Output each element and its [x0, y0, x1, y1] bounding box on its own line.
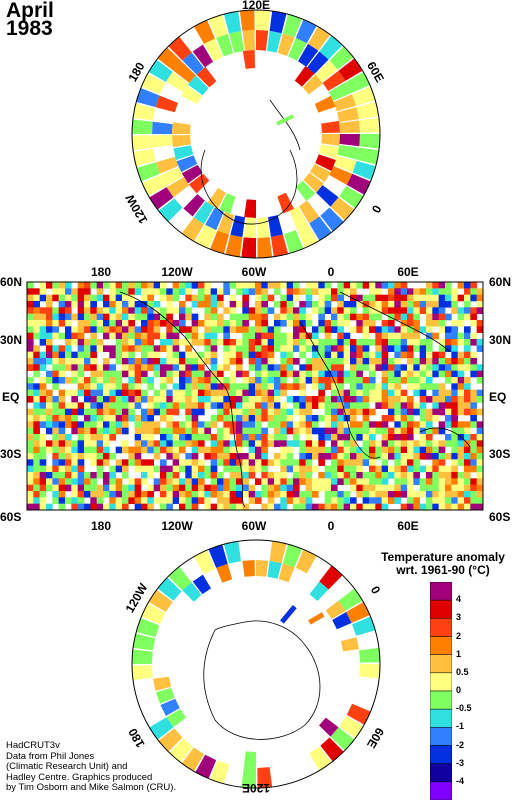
title-year: 1983 — [6, 17, 53, 40]
world-map-grid-cells — [27, 282, 484, 511]
legend-swatch — [430, 599, 452, 619]
south-lon-120e: 120E — [242, 781, 270, 795]
legend-level-label: -3 — [456, 757, 465, 768]
legend-swatch — [430, 781, 452, 800]
north-polar-map: 120E 60E 0 120W 180 — [122, 0, 387, 259]
legend-level-label: -0.5 — [456, 703, 472, 714]
map-bottom-lon-0: 0 — [328, 519, 335, 532]
map-lat-eq-left: EQ — [2, 390, 19, 404]
legend-level-label: 0.5 — [456, 666, 469, 677]
world-map-frame — [26, 281, 484, 511]
legend-swatch — [430, 690, 452, 710]
credit-line-1: HadCRUT3v — [6, 740, 60, 751]
map-top-lon-120w: 120W — [161, 265, 193, 279]
map-top-lon-180: 180 — [91, 265, 111, 279]
world-map: 180 120W 60W 0 60E 180 120W 60W 0 60E 60… — [0, 265, 511, 532]
south-lon-60e: 60E — [364, 725, 387, 750]
legend-level-label: -4 — [456, 775, 465, 786]
legend-level-label: 4 — [456, 594, 462, 605]
map-lat-60n-right: 60N — [489, 275, 511, 289]
legend-swatch — [430, 672, 452, 692]
credit-line-4: Hadley Centre. Graphics produced — [6, 771, 153, 783]
map-lat-30s-right: 30S — [489, 447, 510, 461]
legend-swatch — [430, 745, 452, 764]
legend-swatch — [430, 763, 452, 783]
legend-level-label: 1 — [456, 648, 462, 659]
title-month: April — [6, 0, 54, 22]
legend-level-label: 3 — [456, 612, 462, 623]
map-lat-60n-left: 60N — [0, 275, 22, 289]
legend-level-label: 0 — [456, 685, 462, 695]
legend-swatch — [430, 727, 452, 746]
map-top-lon-0: 0 — [328, 265, 335, 279]
south-lon-0: 0 — [368, 584, 384, 597]
map-top-lon-60e: 60E — [397, 265, 418, 279]
credit-text: HadCRUT3v Data from Phil Jones (Climatic… — [6, 740, 176, 794]
map-lat-30n-right: 30N — [489, 333, 511, 347]
map-lat-60s-right: 60S — [489, 510, 510, 524]
north-lon-120w: 120W — [122, 191, 150, 226]
map-lat-60s-left: 60S — [0, 510, 21, 524]
map-bottom-lon-180: 180 — [91, 519, 111, 532]
legend-title-line2: wrt. 1961-90 (°C) — [396, 563, 490, 577]
map-lat-eq-right: EQ — [489, 390, 506, 404]
map-title: April 1983 — [6, 0, 54, 40]
legend-colorbar — [430, 582, 452, 800]
north-polar-rim — [131, 9, 381, 259]
legend-level-label: -2 — [456, 739, 465, 750]
legend-swatch — [430, 618, 452, 637]
south-polar-map: 120W 0 60E 120E 180 — [123, 539, 387, 795]
legend-level-label: 2 — [456, 630, 462, 641]
map-lat-30n-left: 30N — [0, 333, 22, 347]
legend-level-label: -1 — [456, 721, 465, 732]
legend-swatch — [430, 708, 452, 728]
legend-swatch — [430, 654, 452, 674]
map-bottom-lon-60w: 60W — [242, 519, 267, 532]
south-polar-rim — [131, 539, 381, 789]
north-lon-120e: 120E — [242, 0, 270, 12]
credit-line-5: by Tim Osborn and Mike Salmon (CRU). — [6, 782, 176, 793]
legend-title: Temperature anomaly wrt. 1961-90 (°C) — [378, 551, 508, 577]
legend-title-line1: Temperature anomaly — [381, 550, 505, 564]
map-lat-30s-left: 30S — [0, 447, 21, 461]
legend-swatch — [430, 636, 452, 655]
north-polar-cells — [132, 10, 380, 258]
map-bottom-lon-60e: 60E — [397, 519, 418, 532]
map-bottom-lon-120w: 120W — [161, 519, 193, 532]
credit-line-2: Data from Phil Jones — [6, 750, 95, 762]
credit-line-3: (Climatic Research Unit) and — [6, 761, 128, 772]
map-top-lon-60w: 60W — [242, 265, 267, 279]
north-lon-0: 0 — [369, 203, 385, 216]
legend-swatch — [430, 582, 452, 601]
